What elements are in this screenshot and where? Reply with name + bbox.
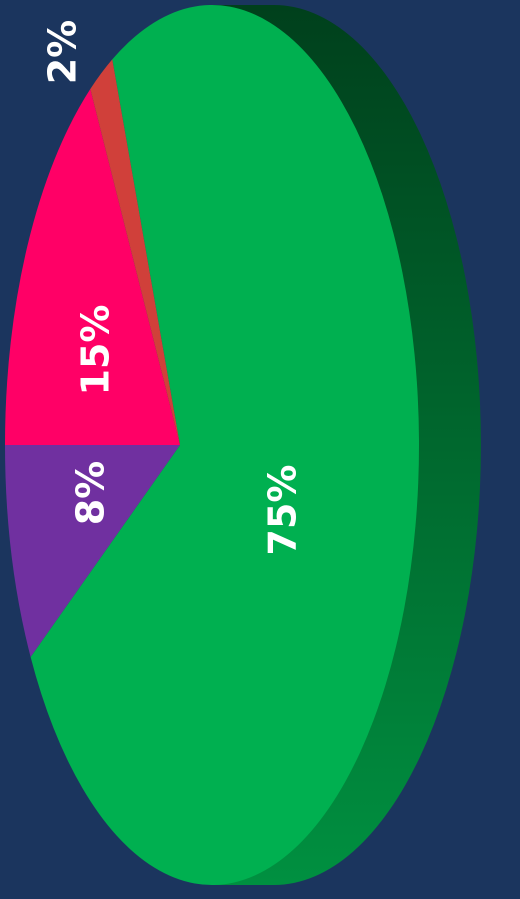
pie-slice — [5, 445, 180, 657]
pie-slice — [5, 89, 180, 445]
pie-slice — [90, 59, 180, 446]
data-label: 75% — [261, 465, 305, 556]
data-label: 15% — [74, 305, 118, 396]
pie: 75% 8% 15% 2% — [5, 5, 481, 886]
data-label: 2% — [41, 20, 85, 85]
pie-slice — [30, 5, 419, 886]
data-label: 8% — [69, 461, 113, 526]
